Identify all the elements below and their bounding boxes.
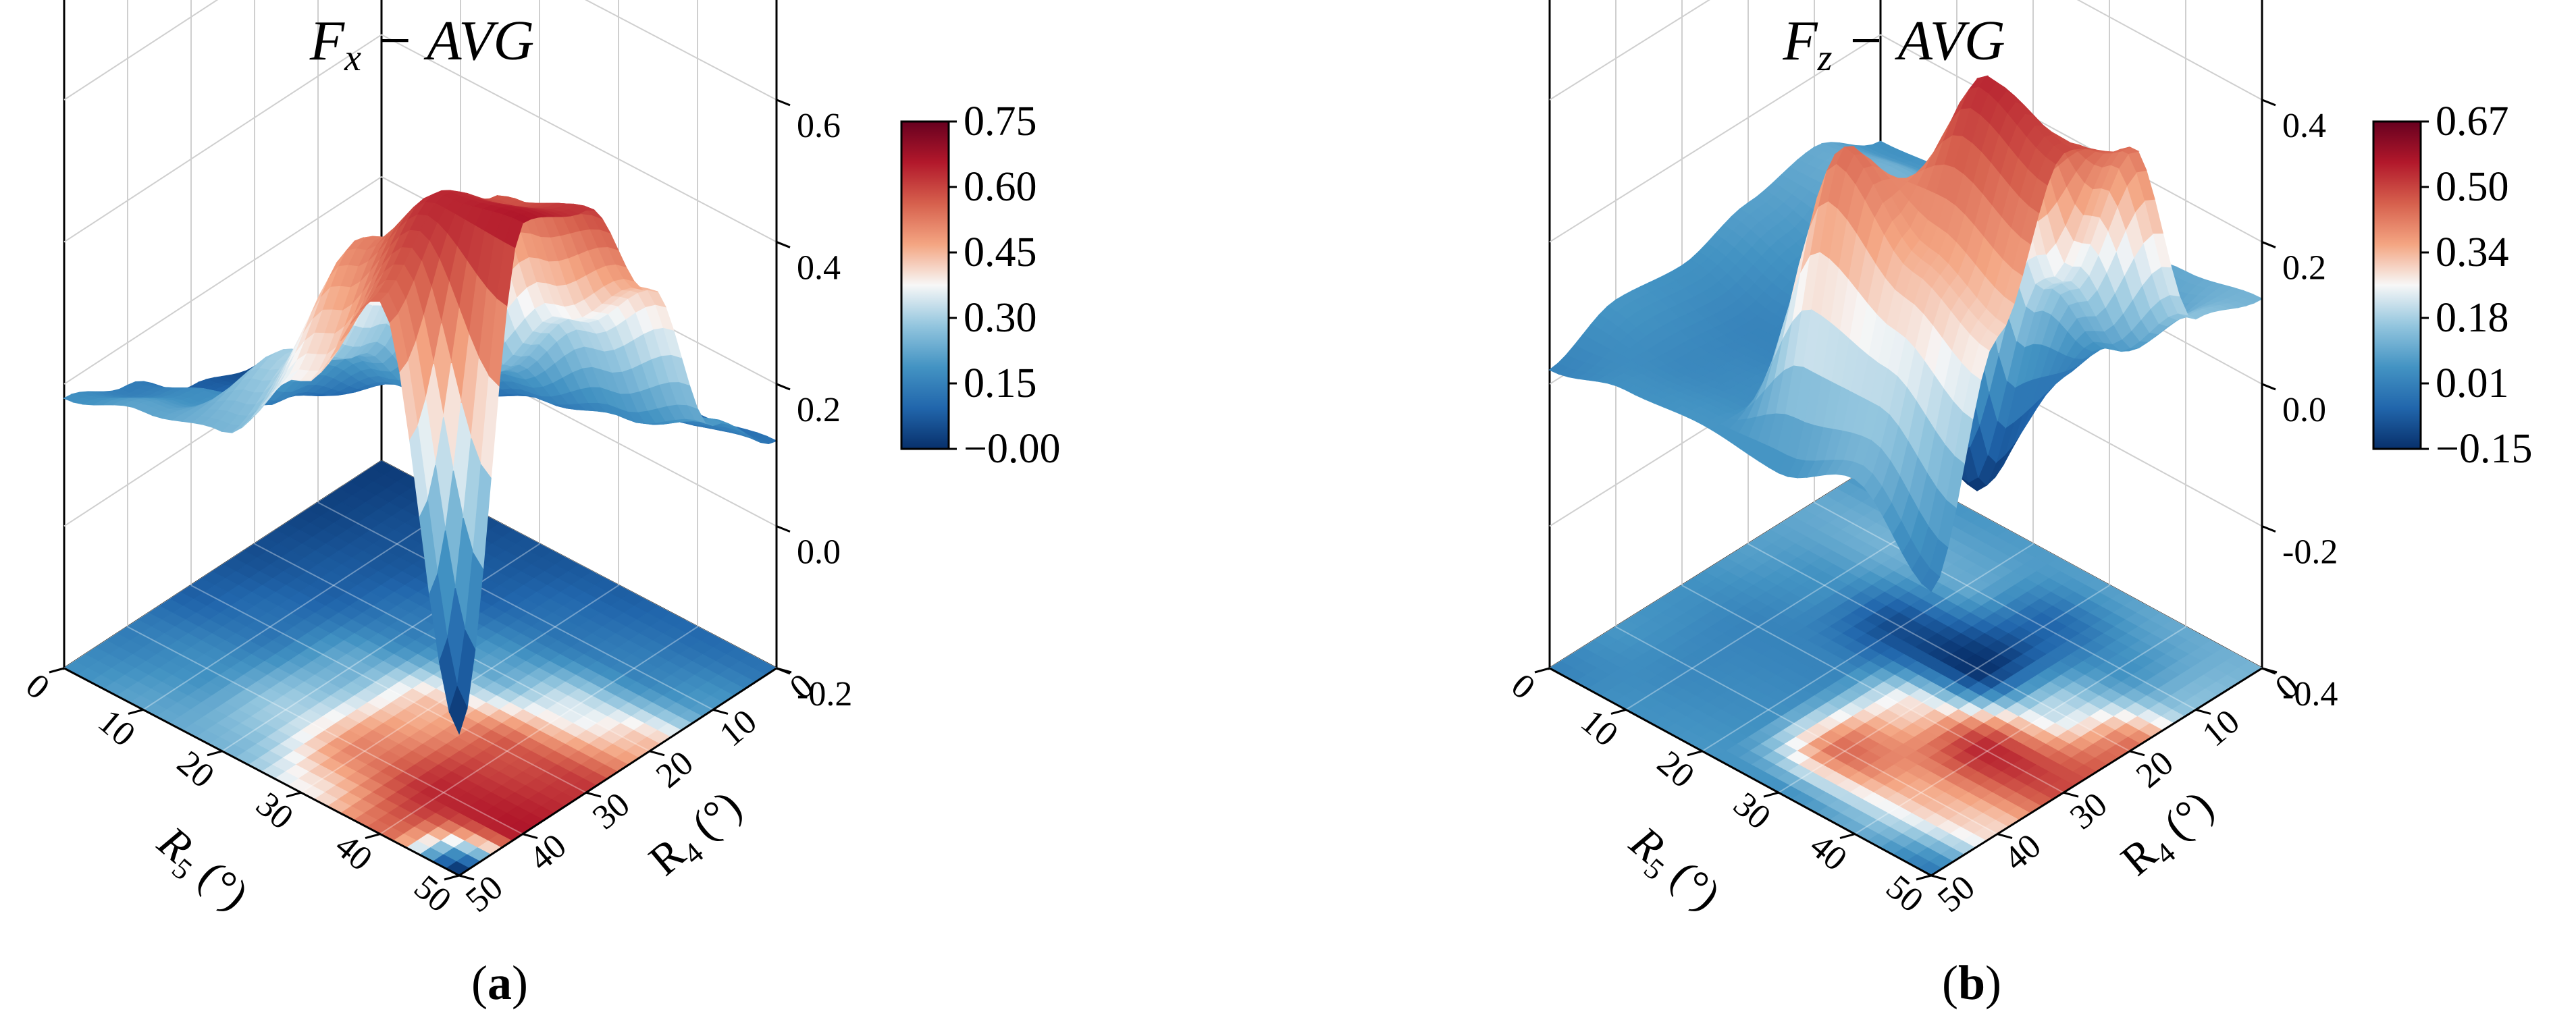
colorbar-tick-label: 0.60 bbox=[964, 164, 1037, 210]
y-tick-label: 50 bbox=[458, 868, 510, 920]
z-tick-label: 0.2 bbox=[797, 391, 841, 429]
chart-title: Fx − AVG bbox=[309, 9, 534, 79]
x-tick-label: 0 bbox=[18, 666, 57, 707]
y-tick-label: 30 bbox=[585, 785, 637, 837]
panel-label: (a) bbox=[471, 956, 528, 1010]
z-tick-label: -0.2 bbox=[797, 675, 852, 713]
y-tick-label: 10 bbox=[712, 702, 764, 754]
colorbar-tick-label: 0.15 bbox=[964, 360, 1037, 406]
colorbar-tick-label: 0.75 bbox=[964, 99, 1037, 144]
z-tick-label: 0.0 bbox=[797, 533, 841, 571]
colorbar bbox=[900, 120, 950, 450]
x-tick-label: 30 bbox=[248, 785, 300, 837]
colorbar-tick-label: −0.00 bbox=[964, 426, 1060, 472]
x-tick-label: 20 bbox=[169, 744, 221, 796]
floor-heatmap bbox=[63, 460, 778, 876]
colorbar-tick-label: 0.45 bbox=[964, 230, 1037, 275]
x-tick-label: 50 bbox=[406, 868, 458, 920]
z-tick-label: 0.4 bbox=[797, 248, 841, 287]
panel-b: 0102030405001020304050-0.4-0.20.00.20.4R… bbox=[1504, 0, 2532, 1010]
panel-a: 0102030405001020304050-0.20.00.20.40.6R5… bbox=[18, 0, 1060, 1010]
colorbar-tick-label: 0.30 bbox=[964, 295, 1037, 341]
y-axis-title: R4 (°) bbox=[640, 781, 755, 890]
surface bbox=[63, 190, 779, 735]
y-tick-label: 20 bbox=[649, 744, 700, 796]
x-tick-label: 10 bbox=[90, 702, 142, 754]
x-axis-title: R5 (°) bbox=[144, 817, 258, 924]
x-tick-label: 40 bbox=[327, 826, 379, 878]
y-tick-label: 40 bbox=[522, 826, 573, 878]
z-tick-label: 0.6 bbox=[797, 107, 841, 145]
floor-grid bbox=[127, 502, 714, 835]
